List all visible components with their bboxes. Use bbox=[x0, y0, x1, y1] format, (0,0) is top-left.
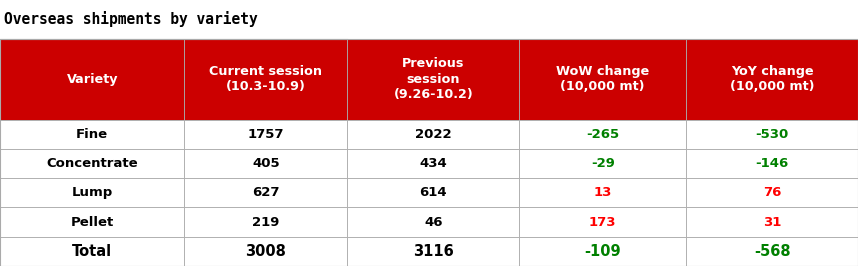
Text: 46: 46 bbox=[424, 216, 443, 228]
Text: YoY change
(10,000 mt): YoY change (10,000 mt) bbox=[730, 65, 814, 93]
FancyBboxPatch shape bbox=[686, 207, 858, 237]
FancyBboxPatch shape bbox=[347, 178, 519, 207]
Text: 173: 173 bbox=[589, 216, 617, 228]
Text: 434: 434 bbox=[420, 157, 447, 170]
FancyBboxPatch shape bbox=[686, 149, 858, 178]
Text: Previous
session
(9.26-10.2): Previous session (9.26-10.2) bbox=[394, 57, 473, 101]
FancyBboxPatch shape bbox=[0, 120, 184, 149]
FancyBboxPatch shape bbox=[519, 149, 686, 178]
Text: Overseas shipments by variety: Overseas shipments by variety bbox=[4, 11, 258, 27]
Text: -109: -109 bbox=[584, 244, 621, 259]
FancyBboxPatch shape bbox=[519, 207, 686, 237]
Text: 31: 31 bbox=[763, 216, 782, 228]
Text: Current session
(10.3-10.9): Current session (10.3-10.9) bbox=[209, 65, 323, 93]
Text: 614: 614 bbox=[420, 186, 447, 199]
Text: 76: 76 bbox=[763, 186, 782, 199]
Text: Total: Total bbox=[72, 244, 112, 259]
Text: -146: -146 bbox=[756, 157, 789, 170]
FancyBboxPatch shape bbox=[0, 178, 184, 207]
FancyBboxPatch shape bbox=[347, 237, 519, 266]
FancyBboxPatch shape bbox=[686, 39, 858, 120]
Text: 13: 13 bbox=[594, 186, 612, 199]
FancyBboxPatch shape bbox=[184, 149, 347, 178]
FancyBboxPatch shape bbox=[184, 237, 347, 266]
FancyBboxPatch shape bbox=[184, 207, 347, 237]
FancyBboxPatch shape bbox=[184, 39, 347, 120]
Text: 3116: 3116 bbox=[413, 244, 454, 259]
Text: Pellet: Pellet bbox=[70, 216, 114, 228]
FancyBboxPatch shape bbox=[519, 237, 686, 266]
Text: -29: -29 bbox=[591, 157, 614, 170]
Text: 2022: 2022 bbox=[415, 128, 451, 141]
Text: -568: -568 bbox=[754, 244, 790, 259]
Text: 1757: 1757 bbox=[248, 128, 284, 141]
FancyBboxPatch shape bbox=[686, 120, 858, 149]
FancyBboxPatch shape bbox=[184, 178, 347, 207]
FancyBboxPatch shape bbox=[347, 207, 519, 237]
FancyBboxPatch shape bbox=[0, 149, 184, 178]
FancyBboxPatch shape bbox=[347, 149, 519, 178]
Text: -530: -530 bbox=[756, 128, 789, 141]
FancyBboxPatch shape bbox=[519, 120, 686, 149]
FancyBboxPatch shape bbox=[519, 178, 686, 207]
Text: -265: -265 bbox=[586, 128, 619, 141]
Text: 405: 405 bbox=[252, 157, 280, 170]
Text: 627: 627 bbox=[252, 186, 280, 199]
FancyBboxPatch shape bbox=[0, 237, 184, 266]
FancyBboxPatch shape bbox=[184, 120, 347, 149]
FancyBboxPatch shape bbox=[686, 237, 858, 266]
FancyBboxPatch shape bbox=[0, 207, 184, 237]
Text: Lump: Lump bbox=[71, 186, 113, 199]
Text: Variety: Variety bbox=[66, 73, 118, 86]
FancyBboxPatch shape bbox=[347, 39, 519, 120]
Text: Concentrate: Concentrate bbox=[46, 157, 138, 170]
Text: Fine: Fine bbox=[76, 128, 108, 141]
FancyBboxPatch shape bbox=[519, 39, 686, 120]
Text: 3008: 3008 bbox=[245, 244, 287, 259]
Text: 219: 219 bbox=[252, 216, 280, 228]
FancyBboxPatch shape bbox=[347, 120, 519, 149]
Text: WoW change
(10,000 mt): WoW change (10,000 mt) bbox=[556, 65, 650, 93]
FancyBboxPatch shape bbox=[686, 178, 858, 207]
FancyBboxPatch shape bbox=[0, 39, 184, 120]
